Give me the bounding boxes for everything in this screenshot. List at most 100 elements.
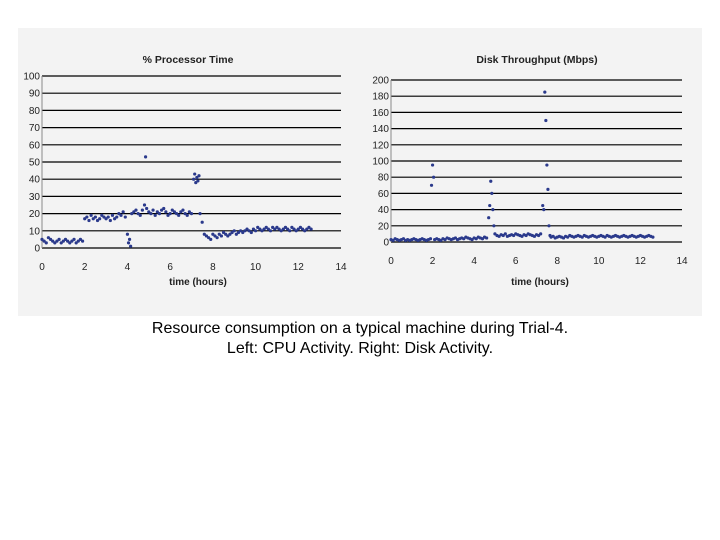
caption-line-2: Left: CPU Activity. Right: Disk Activity… [226, 340, 494, 357]
cpu-data-point [143, 155, 148, 159]
cpu-data-point [177, 213, 181, 217]
cpu-data-point [87, 218, 91, 223]
disk-y-tick-label: 40 [378, 205, 390, 216]
cpu-data-point [108, 218, 112, 223]
disk-data-point [543, 90, 547, 94]
cpu-data-point [57, 237, 61, 241]
disk-data-point [547, 224, 551, 228]
cpu-data-point [251, 227, 256, 231]
disk-data-point [651, 235, 655, 239]
cpu-data-point [63, 237, 68, 241]
disk-data-point [544, 118, 548, 123]
cpu-data-point [48, 237, 53, 241]
cpu-x-tick-label: 2 [82, 262, 88, 273]
disk-y-tick-labels: 0 20 40 60 80 100 120 140 160 180 200 [372, 76, 389, 249]
cpu-chart-title: % Processor Time [143, 54, 234, 66]
cpu-data-point [160, 208, 164, 212]
cpu-data-point [68, 241, 72, 245]
cpu-data-point [309, 227, 313, 231]
cpu-data-point [127, 237, 132, 241]
cpu-data-point [262, 227, 266, 231]
cpu-x-tick-label: 8 [210, 262, 216, 273]
cpu-data-point [206, 236, 211, 240]
disk-data-point [503, 232, 507, 236]
cpu-data-point [151, 208, 155, 212]
cpu-data-point [307, 225, 311, 229]
cpu-data-point [66, 239, 70, 243]
cpu-y-tick-label: 80 [29, 106, 41, 117]
disk-y-tick-label: 0 [383, 238, 389, 249]
cpu-data-point [126, 241, 131, 245]
cpu-data-point [145, 206, 149, 211]
cpu-y-tick-labels: 0 10 20 30 40 50 60 70 80 90 100 [23, 72, 40, 255]
cpu-data-point [266, 227, 270, 231]
cpu-data-point [243, 229, 247, 233]
cpu-data-point [136, 212, 140, 216]
disk-y-tick-label: 180 [372, 92, 389, 103]
cpu-data-point [174, 212, 179, 216]
cpu-y-tick-label: 0 [34, 244, 40, 255]
cpu-data-point [42, 239, 46, 243]
cpu-data-point [192, 177, 196, 181]
cpu-data-point [59, 241, 63, 245]
disk-data-point [492, 224, 496, 228]
disk-x-tick-label: 8 [555, 256, 561, 267]
disk-y-tick-label: 60 [378, 189, 390, 200]
disk-y-tick-label: 20 [378, 221, 390, 232]
cpu-data-point [93, 215, 97, 219]
cpu-data-point [189, 212, 194, 216]
cpu-data-point [51, 239, 55, 243]
cpu-data-point [197, 174, 201, 178]
cpu-data-point [200, 220, 204, 224]
disk-x-tick-label: 10 [593, 256, 605, 267]
cpu-data-point [305, 227, 309, 231]
cpu-points [40, 155, 313, 248]
disk-grid [390, 79, 682, 243]
disk-data-point [539, 232, 543, 236]
cpu-data-point [98, 217, 102, 221]
cpu-x-tick-label: 10 [250, 262, 262, 273]
cpu-data-point [138, 213, 142, 217]
cpu-data-point [224, 232, 228, 236]
cpu-data-point [217, 232, 221, 236]
cpu-data-point [153, 213, 157, 217]
disk-data-point [487, 216, 491, 220]
disk-data-point [542, 208, 546, 212]
disk-data-point [491, 208, 495, 212]
cpu-x-axis-label: time (hours) [169, 277, 227, 288]
cpu-data-point [187, 210, 191, 214]
cpu-data-point [296, 227, 300, 231]
disk-data-point [489, 179, 493, 183]
cpu-data-point [78, 237, 83, 241]
cpu-x-tick-label: 6 [167, 262, 173, 273]
cpu-data-point [183, 212, 187, 216]
disk-points [389, 90, 655, 242]
cpu-data-point [294, 229, 298, 233]
cpu-data-point [195, 175, 199, 180]
disk-x-tick-label: 0 [388, 256, 394, 267]
cpu-data-point [70, 239, 74, 243]
cpu-data-point [134, 208, 138, 212]
cpu-data-point [44, 241, 48, 245]
cpu-data-point [260, 229, 264, 233]
cpu-data-point [113, 217, 117, 221]
cpu-data-point [204, 234, 209, 238]
cpu-data-point [193, 172, 197, 176]
cpu-data-point [104, 217, 108, 221]
cpu-data-point [236, 230, 241, 235]
cpu-data-point [185, 213, 189, 217]
cpu-y-tick-label: 100 [23, 72, 40, 83]
disk-y-tick-label: 200 [372, 76, 389, 87]
cpu-data-point [95, 218, 100, 223]
cpu-data-point [53, 241, 57, 245]
cpu-data-point [46, 236, 51, 240]
disk-x-tick-label: 12 [635, 256, 647, 267]
cpu-data-point [74, 241, 78, 245]
disk-y-tick-label: 160 [372, 108, 389, 119]
cpu-x-tick-label: 14 [335, 262, 347, 273]
cpu-data-point [72, 237, 76, 241]
cpu-y-tick-label: 10 [29, 226, 41, 237]
disk-data-point [428, 237, 433, 241]
cpu-data-point [271, 225, 275, 229]
